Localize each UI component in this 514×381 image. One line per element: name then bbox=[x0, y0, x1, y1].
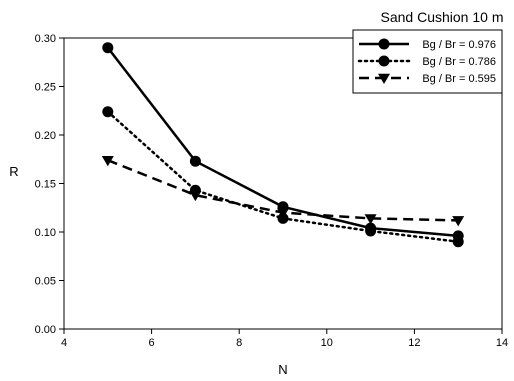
y-tick-label: 0.00 bbox=[35, 324, 56, 336]
data-point bbox=[102, 106, 114, 118]
legend-marker bbox=[378, 55, 390, 67]
series-layer bbox=[101, 42, 465, 248]
legend-label: Bg / Br = 0.976 bbox=[422, 39, 496, 51]
y-tick-label: 0.10 bbox=[35, 227, 56, 239]
x-tick-label: 10 bbox=[321, 337, 333, 349]
y-tick-label: 0.30 bbox=[35, 33, 56, 45]
x-tick-label: 8 bbox=[236, 337, 242, 349]
y-axis-label: R bbox=[9, 164, 18, 179]
data-point bbox=[277, 208, 289, 219]
data-point bbox=[365, 225, 377, 237]
x-tick-label: 12 bbox=[408, 337, 420, 349]
y-tick-label: 0.20 bbox=[35, 130, 56, 142]
series-2 bbox=[102, 106, 464, 248]
legend-marker bbox=[378, 38, 390, 50]
chart-title: Sand Cushion 10 m bbox=[381, 9, 504, 25]
data-point bbox=[189, 155, 201, 167]
series-3 bbox=[101, 156, 465, 227]
data-point bbox=[102, 42, 114, 54]
y-tick-label: 0.25 bbox=[35, 82, 56, 94]
legend: Bg / Br = 0.976 Bg / Br = 0.786 Bg / Br = … bbox=[352, 29, 503, 94]
data-point bbox=[101, 156, 114, 167]
x-tick-label: 6 bbox=[149, 337, 155, 349]
legend-label: Bg / Br = 0.786 bbox=[422, 56, 496, 68]
y-tick-label: 0.15 bbox=[35, 179, 56, 191]
x-axis: 4 6 8 10 12 14 bbox=[61, 329, 508, 349]
x-tick-label: 14 bbox=[496, 337, 508, 349]
y-tick-label: 0.05 bbox=[35, 276, 56, 288]
data-point bbox=[189, 190, 202, 202]
data-point bbox=[452, 236, 464, 248]
legend-label: Bg / Br = 0.595 bbox=[422, 73, 496, 85]
x-axis-label: N bbox=[278, 362, 287, 377]
legend-marker bbox=[378, 73, 390, 84]
data-point bbox=[364, 214, 377, 225]
x-tick-label: 4 bbox=[61, 337, 67, 349]
y-axis: 0.00 0.05 0.10 0.15 0.20 0.25 0.30 bbox=[35, 33, 64, 336]
data-point bbox=[452, 216, 465, 227]
